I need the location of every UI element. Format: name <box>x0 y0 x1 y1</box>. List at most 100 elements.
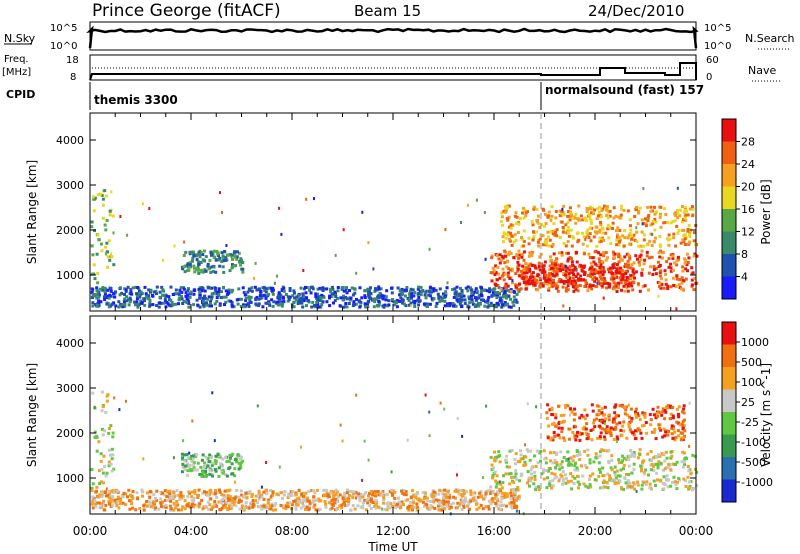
data-gate <box>627 464 631 468</box>
data-gate <box>554 466 558 470</box>
data-gate <box>300 492 303 496</box>
data-gate <box>595 277 599 281</box>
data-gate <box>159 497 163 501</box>
data-gate <box>118 293 122 297</box>
data-gate <box>248 490 252 494</box>
data-gate <box>606 210 610 214</box>
data-gate <box>590 403 594 407</box>
data-gate <box>192 264 196 268</box>
data-gate <box>162 294 166 297</box>
noise-gate <box>148 207 151 210</box>
data-gate <box>653 228 657 232</box>
data-gate <box>91 301 95 305</box>
data-gate <box>599 220 602 224</box>
data-gate <box>532 282 535 286</box>
data-gate <box>531 275 535 279</box>
data-gate <box>369 507 373 510</box>
data-gate <box>359 492 363 496</box>
data-gate <box>567 437 571 441</box>
data-gate <box>640 467 643 471</box>
data-gate <box>561 226 565 229</box>
data-gate <box>438 287 442 291</box>
data-gate <box>111 435 115 439</box>
data-gate <box>669 484 673 488</box>
data-gate <box>635 240 639 243</box>
data-gate <box>142 504 146 508</box>
data-gate <box>629 228 633 232</box>
data-gate <box>149 490 153 494</box>
data-gate <box>281 504 285 508</box>
data-gate <box>91 506 95 510</box>
noise-gate <box>567 457 570 461</box>
data-gate <box>498 487 502 491</box>
data-gate <box>174 506 178 510</box>
data-gate <box>630 234 634 237</box>
data-gate <box>210 472 214 476</box>
data-gate <box>103 295 107 299</box>
data-gate <box>614 272 618 276</box>
data-gate <box>119 302 123 306</box>
data-gate <box>160 285 164 289</box>
data-gate <box>665 260 669 264</box>
data-gate <box>419 285 423 289</box>
data-gate <box>228 456 232 460</box>
data-gate <box>364 305 368 309</box>
data-gate <box>509 491 513 495</box>
data-gate <box>630 417 634 421</box>
data-gate <box>614 269 618 273</box>
data-gate <box>506 284 510 288</box>
data-gate <box>290 493 294 497</box>
noise-gate <box>535 405 538 409</box>
data-gate <box>200 289 204 293</box>
data-gate <box>193 270 197 274</box>
data-gate <box>394 301 398 305</box>
data-gate <box>268 302 271 306</box>
data-gate <box>529 275 533 279</box>
data-gate <box>605 214 609 218</box>
data-gate <box>145 500 149 503</box>
noise-gate <box>381 507 384 511</box>
data-gate <box>271 491 275 495</box>
data-gate <box>584 279 588 283</box>
data-gate <box>508 482 512 486</box>
data-gate <box>328 304 332 308</box>
data-gate <box>375 297 379 301</box>
data-gate <box>188 265 192 269</box>
data-gate <box>591 428 595 431</box>
data-gate <box>558 209 562 213</box>
x-axis-label: Time UT <box>367 540 418 554</box>
data-gate <box>214 469 218 473</box>
data-gate <box>576 272 580 276</box>
data-gate <box>615 435 619 439</box>
data-gate <box>653 217 657 221</box>
data-gate <box>595 417 599 421</box>
data-gate <box>579 278 583 281</box>
data-gate <box>580 267 584 271</box>
data-gate <box>233 255 237 259</box>
data-gate <box>96 289 100 293</box>
data-gate <box>380 294 384 298</box>
data-gate <box>333 493 336 497</box>
data-gate <box>461 501 465 505</box>
data-gate <box>498 460 502 464</box>
data-gate <box>613 482 617 486</box>
data-gate <box>421 500 425 504</box>
data-gate <box>383 303 387 307</box>
data-gate <box>598 240 602 244</box>
noise-gate <box>105 252 108 256</box>
data-gate <box>576 454 580 457</box>
noise-gate <box>214 292 217 296</box>
data-gate <box>258 495 262 498</box>
data-gate <box>202 299 206 303</box>
data-gate <box>495 482 499 486</box>
data-gate <box>605 205 609 209</box>
data-gate <box>403 294 407 298</box>
data-gate <box>107 305 111 309</box>
time-axis-labels: 00:00 04:00 08:00 12:00 16:00 20:00 00:00 <box>73 524 714 538</box>
data-gate <box>573 279 577 283</box>
data-gate <box>498 276 502 280</box>
noise-gate <box>584 238 587 241</box>
data-gate <box>613 252 617 256</box>
data-gate <box>161 500 164 504</box>
data-gate <box>434 305 438 308</box>
